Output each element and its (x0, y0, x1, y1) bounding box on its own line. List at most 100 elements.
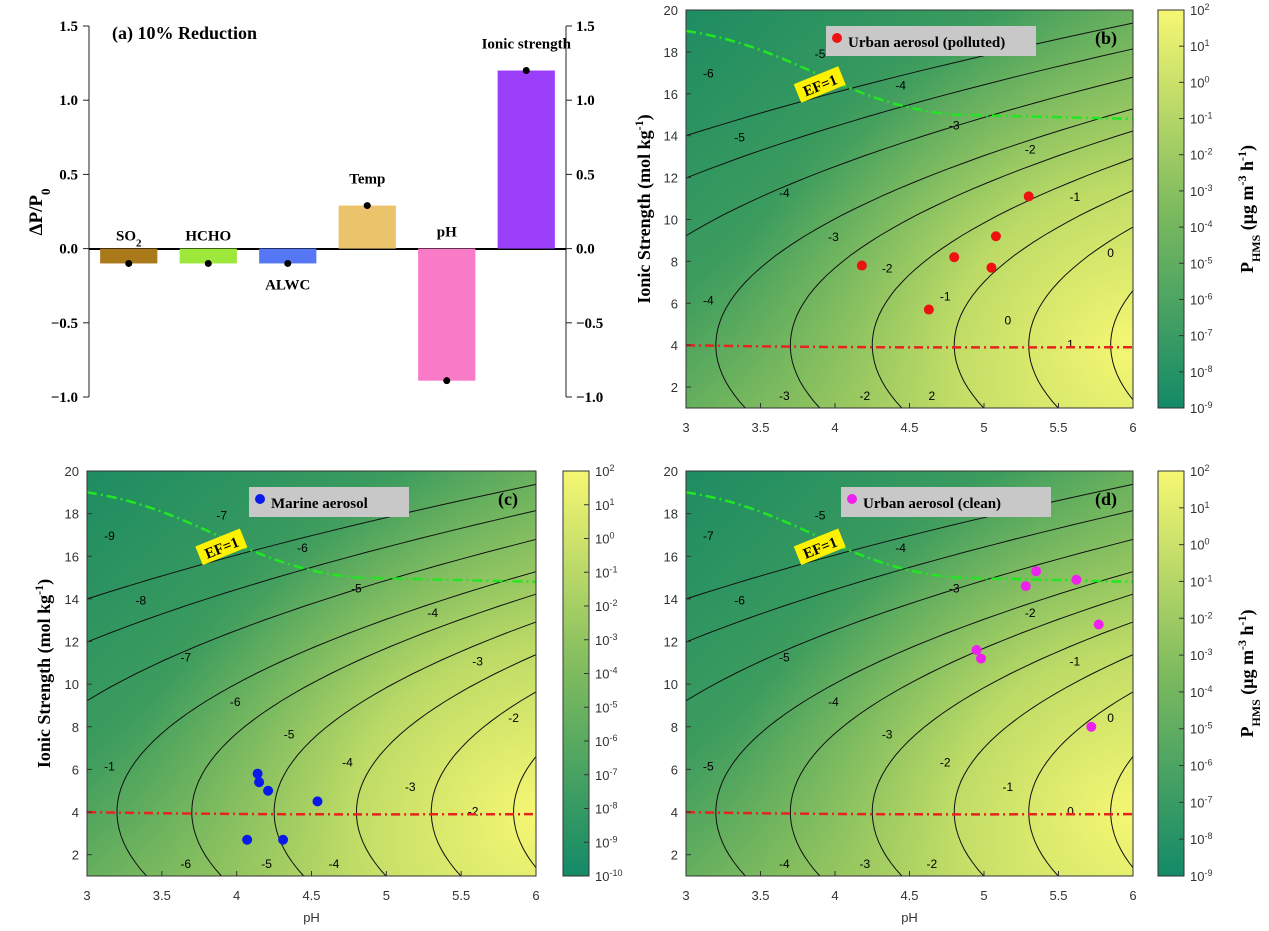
colorbar-tick: 10-2 (1190, 610, 1212, 626)
contour-label: -6 (734, 594, 745, 608)
colorbar-tick: 10-6 (595, 733, 617, 749)
y-tick-left: −1.0 (51, 390, 78, 406)
contour-label: 0 (1107, 246, 1114, 260)
contour-line (715, 571, 1133, 876)
y-tick-label: 4 (671, 338, 678, 353)
y-tick-label: 8 (671, 254, 678, 269)
data-point (312, 796, 323, 807)
contour-line (686, 510, 1133, 643)
colorbar-tick: 100 (1190, 74, 1209, 90)
legend-marker (847, 494, 857, 504)
contour-label: -2 (859, 389, 870, 403)
data-point (252, 768, 263, 779)
contour-label: -3 (859, 857, 870, 871)
contour-label: -4 (427, 606, 438, 620)
panel-label: (b) (1095, 28, 1117, 49)
contour-line (273, 621, 536, 876)
contour-line (953, 654, 1133, 876)
panel-a-title: (a) 10% Reduction (112, 23, 257, 44)
contour-panel-c: -9-8-7-6-5-4-3-2-7-6-5-4-3-2-1-6 -5 -4EF=1… (32, 463, 622, 925)
colorbar-tick: 10-2 (1190, 147, 1212, 163)
contour-line (686, 483, 1133, 600)
x-tick-label: 3.5 (153, 888, 171, 903)
data-point (1020, 581, 1031, 592)
y-tick-label: 2 (671, 848, 678, 863)
legend-text: Urban aerosol (clean) (863, 496, 1001, 512)
contour-line (686, 22, 1133, 137)
bar-tip-point (125, 259, 133, 267)
colorbar-tick: 10-5 (595, 699, 617, 715)
contour-panel-b: -6-5-4-3-2-101-5-4-3-2-10-4-3 -2 2EF=1Urba… (632, 2, 1263, 435)
y-tick-label: 6 (72, 762, 79, 777)
legend: Urban aerosol (polluted) (826, 26, 1036, 56)
bar-tip-point (204, 259, 212, 267)
y-tick-right: 0.0 (576, 242, 595, 258)
contour-line (1028, 691, 1133, 876)
contour-line (87, 510, 536, 643)
x-tick-label: 3 (682, 888, 689, 903)
x-tick-label: 6 (1129, 420, 1136, 435)
contour-line (87, 538, 536, 702)
contour-label: -6 (180, 857, 191, 871)
contour-label: 0 (1107, 711, 1114, 725)
y-tick-left: 0.0 (59, 242, 78, 258)
y-tick-label: 10 (664, 677, 678, 692)
contour-label: 2 (929, 389, 936, 403)
contour-line (1110, 755, 1133, 869)
x-tick-label: 3 (682, 420, 689, 435)
contour-label: -4 (329, 857, 340, 871)
y-tick-label: 12 (65, 635, 79, 650)
contour-label: -7 (180, 650, 191, 664)
colorbar-tick: 10-8 (595, 801, 617, 817)
legend-marker (832, 33, 842, 43)
y-tick-label: 20 (664, 464, 678, 479)
contour-line (191, 593, 536, 876)
colorbar-tick: 10-1 (1190, 573, 1212, 589)
contour-label: -3 (949, 582, 960, 596)
field-highlight (87, 471, 536, 876)
contour-line (686, 48, 1133, 179)
contour-label: -6 (297, 541, 308, 555)
contour-line (513, 755, 536, 869)
contour-label: -2 (927, 857, 938, 871)
y-tick-label: 16 (65, 549, 79, 564)
colorbar-tick: 10-5 (1190, 255, 1212, 271)
contour-label: -5 (734, 130, 745, 144)
contour-label: -4 (703, 294, 714, 308)
bar-chart-panel-a: 1.5 1.0 0.5 0.0 −0.5 −1.0 1.5 1.0 0.5 0.0 −0.5 −1.… (26, 19, 603, 406)
bar-tip-point (443, 377, 451, 385)
red-dashed-line (87, 810, 536, 816)
contour-field: -6-5-4-3-2-101-5-4-3-2-10-4-3 -2 2EF=1Urba… (686, 10, 1133, 408)
contour-label: -5 (284, 727, 295, 741)
y-tick-label: 4 (671, 805, 678, 820)
contour-label: -1 (1070, 654, 1081, 668)
y-tick-labels-right: 1.5 1.0 0.5 0.0 −0.5 −1.0 (566, 19, 603, 406)
data-point (1093, 619, 1104, 630)
contour-line (686, 76, 1133, 237)
colorbar-tick: 10-5 (1190, 721, 1212, 737)
colorbar-tick: 10-6 (1190, 758, 1212, 774)
bar (338, 205, 396, 249)
y-tick-label: 8 (72, 720, 79, 735)
colorbar-tick: 10-10 (595, 868, 622, 884)
contour-label: -6 (230, 695, 241, 709)
y-tick-left: 1.5 (59, 19, 78, 35)
colorbar-tick: 10-7 (595, 767, 617, 783)
y-tick-left: 0.5 (59, 167, 78, 183)
data-point (1023, 191, 1034, 202)
colorbar-tick: 100 (1190, 537, 1209, 553)
panel-label: (d) (1095, 489, 1117, 510)
colorbar-tick: 10-9 (1190, 400, 1212, 416)
bar-label: Temp (349, 172, 385, 188)
contour-line (1193, 471, 1269, 876)
contour-field: -7-6-5-4-3-2-10-5-4-3-2-10-5-4 -3 -2EF=1Ur… (686, 471, 1269, 876)
contour-label: -4 (895, 541, 906, 555)
bar-tip-point (363, 202, 371, 210)
y-tick-label: 14 (65, 592, 79, 607)
data-point (263, 785, 274, 796)
x-tick-label: 5 (980, 888, 987, 903)
contour-label: -4 (779, 186, 790, 200)
data-point (949, 252, 960, 263)
x-tick-label: 3.5 (751, 420, 769, 435)
